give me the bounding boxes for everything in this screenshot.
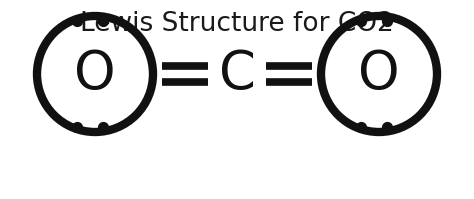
Text: O: O bbox=[358, 48, 400, 100]
Text: O: O bbox=[74, 48, 116, 100]
Point bbox=[357, 20, 365, 23]
Text: C: C bbox=[219, 48, 255, 100]
Point bbox=[73, 20, 81, 23]
Point bbox=[99, 125, 107, 129]
Point bbox=[357, 125, 365, 129]
Point bbox=[99, 20, 107, 23]
Point bbox=[73, 125, 81, 129]
Point bbox=[383, 20, 391, 23]
Text: Lewis Structure for CO2: Lewis Structure for CO2 bbox=[80, 11, 394, 37]
Point bbox=[383, 125, 391, 129]
